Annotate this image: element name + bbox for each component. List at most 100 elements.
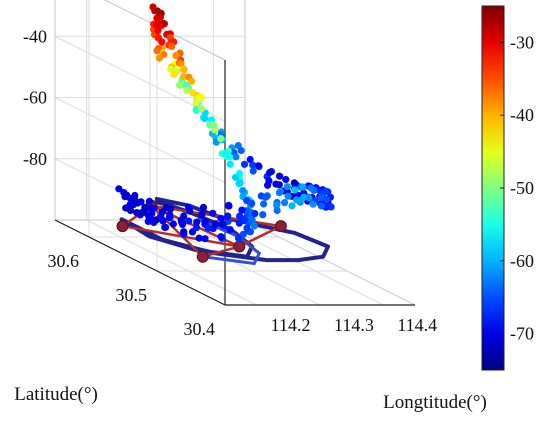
data-point	[210, 121, 218, 129]
data-point	[159, 217, 167, 225]
data-point	[180, 228, 188, 236]
y-axis-label: Latitude(°)	[14, 384, 98, 405]
data-point	[251, 210, 259, 218]
data-point	[266, 168, 274, 177]
data-point	[238, 206, 246, 214]
data-point	[166, 205, 174, 213]
data-point	[195, 234, 203, 242]
data-point	[201, 115, 209, 123]
data-point	[290, 179, 298, 187]
data-point	[192, 106, 200, 114]
box-edge	[103, 0, 226, 61]
data-point	[204, 224, 212, 232]
station-link	[202, 245, 240, 258]
data-point	[161, 223, 170, 231]
data-point	[282, 175, 290, 184]
x-tick-label: 114.4	[397, 315, 437, 335]
data-point	[187, 77, 196, 85]
data-point	[281, 199, 289, 207]
data-point	[155, 54, 163, 62]
data-point	[148, 209, 156, 218]
sidewall-gridline	[103, 0, 226, 61]
data-point	[156, 13, 164, 21]
data-point	[137, 209, 146, 217]
data-point	[235, 169, 243, 178]
colorbar-tick-label: -30	[510, 32, 534, 52]
data-point	[275, 181, 283, 189]
data-point	[217, 214, 225, 223]
data-point	[212, 220, 220, 228]
data-point	[168, 42, 176, 51]
data-point	[264, 181, 272, 189]
z-tick-label: -40	[23, 26, 47, 46]
data-point	[317, 193, 325, 202]
data-point	[178, 218, 186, 226]
data-point	[225, 153, 234, 161]
data-point	[239, 230, 247, 238]
data-point	[232, 153, 240, 161]
data-point	[226, 226, 234, 234]
data-point	[275, 189, 283, 197]
data-point	[217, 134, 225, 143]
data-point	[310, 186, 318, 194]
data-point	[273, 201, 281, 209]
data-point	[224, 212, 232, 220]
data-point	[237, 146, 245, 155]
data-point	[291, 186, 299, 194]
data-point	[197, 93, 205, 101]
data-point	[183, 86, 191, 94]
axes-grid	[54, 0, 416, 306]
data-point	[141, 203, 149, 212]
data-point	[226, 160, 234, 168]
axis-labels-layer: 114.2114.3114.430.430.530.6-20-40-60-80L…	[14, 26, 487, 413]
data-point	[172, 52, 180, 60]
data-point	[224, 217, 232, 225]
data-point	[327, 203, 335, 211]
data-point	[218, 220, 227, 228]
data-point	[192, 224, 201, 232]
data-point	[180, 212, 188, 220]
colorbar-tick-label: -60	[510, 251, 534, 271]
data-point	[248, 199, 256, 208]
data-point	[197, 105, 206, 113]
data-point	[276, 172, 284, 180]
data-point	[185, 217, 193, 225]
data-point	[186, 207, 194, 215]
colorbar-tick-label: -40	[510, 105, 534, 125]
x-axis-label: Longtitude(°)	[383, 392, 487, 413]
data-point	[239, 187, 247, 195]
data-point	[158, 38, 166, 46]
data-point	[115, 185, 123, 193]
data-point	[254, 162, 263, 170]
data-point	[156, 22, 164, 30]
y-tick-label: 30.4	[184, 319, 216, 339]
data-point	[167, 65, 175, 73]
data-point	[193, 218, 201, 226]
y-tick-label: 30.5	[116, 285, 148, 305]
box-edge	[244, 219, 416, 306]
data-point	[236, 179, 244, 187]
data-point	[260, 200, 268, 208]
colorbar: -30 -40 -50 -60 -70	[481, 5, 534, 371]
data-point	[199, 203, 208, 211]
colorbar-tick-label: -70	[510, 324, 534, 344]
data-point	[166, 210, 174, 218]
data-point	[250, 222, 258, 230]
z-tick-label: -80	[23, 149, 47, 169]
data-point	[305, 194, 313, 202]
floor-route-inner	[197, 217, 262, 266]
station-link	[238, 224, 282, 248]
data-point	[201, 235, 209, 243]
data-point	[249, 167, 257, 175]
data-point	[123, 191, 131, 199]
data-point	[217, 233, 225, 241]
y-tick-label: 30.6	[48, 251, 80, 271]
data-point	[288, 202, 296, 210]
sidewall-gridline	[54, 97, 226, 183]
data-points-layer	[115, 3, 335, 243]
data-point	[175, 81, 184, 89]
data-point	[283, 183, 291, 191]
y-axis-line	[54, 219, 226, 306]
